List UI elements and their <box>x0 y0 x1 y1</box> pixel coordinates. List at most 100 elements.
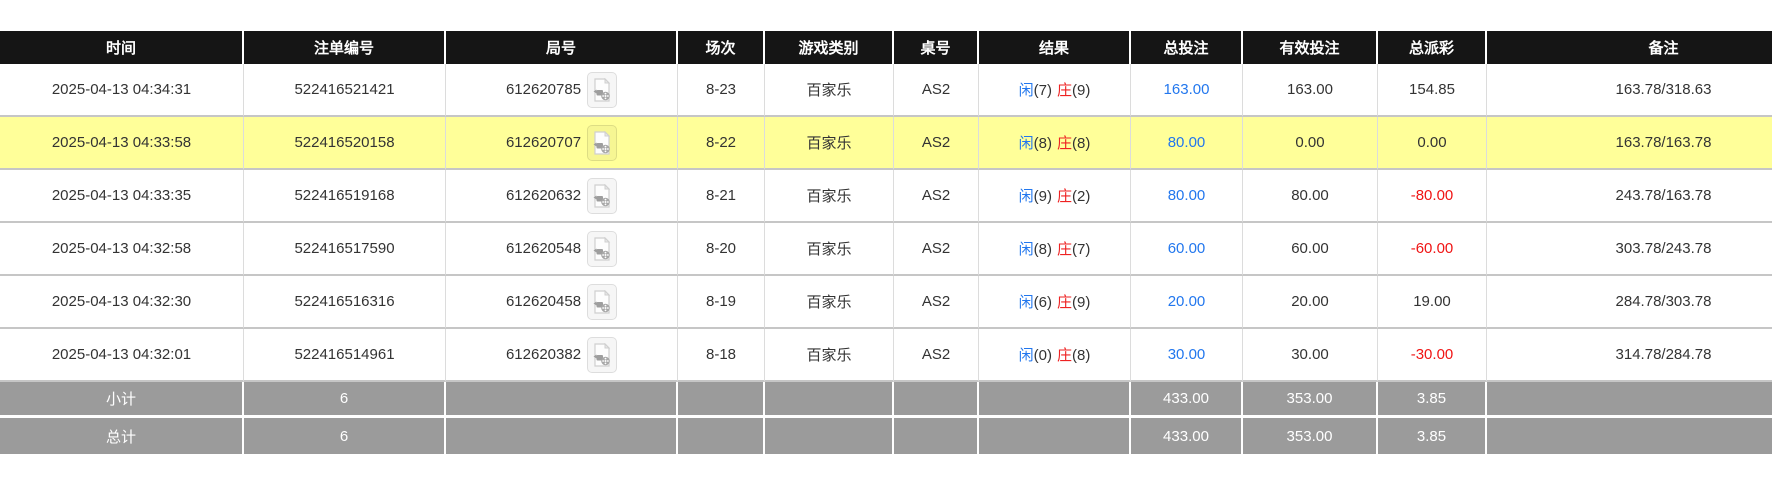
video-replay-button[interactable] <box>587 177 618 214</box>
column-header-table_no: 桌号 <box>894 31 979 64</box>
cell-total-payout: -30.00 <box>1378 329 1487 382</box>
column-header-valid_bet: 有效投注 <box>1243 31 1378 64</box>
cell-round: 612620382 <box>446 329 678 382</box>
summary-empty-remark <box>1487 382 1772 418</box>
video-replay-button[interactable] <box>587 336 618 373</box>
column-header-total_payout: 总派彩 <box>1378 31 1487 64</box>
cell-game-type: 百家乐 <box>765 64 894 117</box>
summary-total-payout: 3.85 <box>1378 418 1487 454</box>
result-banker-points: (2) <box>1072 188 1091 205</box>
summary-label: 小计 <box>0 382 244 418</box>
cell-session: 8-20 <box>678 223 765 276</box>
table-row: 2025-04-13 04:34:31 522416521421 6126207… <box>0 64 1772 117</box>
summary-valid-bet: 353.00 <box>1243 418 1378 454</box>
cell-total-bet: 60.00 <box>1131 223 1243 276</box>
result-banker-points: (8) <box>1072 135 1091 152</box>
video-replay-button[interactable] <box>587 283 618 320</box>
header-row: 时间 注单编号 局号 场次 游戏类别 桌号 结果 总投注 有效投注 总派彩 备注 <box>0 31 1772 64</box>
video-replay-icon <box>593 77 611 102</box>
video-replay-button[interactable] <box>587 71 618 108</box>
cell-valid-bet: 163.00 <box>1243 64 1378 117</box>
round-number: 612620707 <box>505 134 582 151</box>
cell-bet-id: 522416514961 <box>244 329 446 382</box>
cell-time: 2025-04-13 04:32:01 <box>0 329 244 382</box>
summary-row: 小计 6 433.00 353.00 3.85 <box>0 382 1772 418</box>
column-header-game_type: 游戏类别 <box>765 31 894 64</box>
table-body: 2025-04-13 04:34:31 522416521421 6126207… <box>0 64 1772 382</box>
summary-label: 总计 <box>0 418 244 454</box>
cell-remark: 163.78/318.63 <box>1487 64 1772 117</box>
cell-round: 612620632 <box>446 170 678 223</box>
summary-total-bet: 433.00 <box>1131 382 1243 418</box>
video-replay-button[interactable] <box>587 124 618 161</box>
summary-empty-result <box>979 418 1131 454</box>
cell-total-payout: -60.00 <box>1378 223 1487 276</box>
cell-game-type: 百家乐 <box>765 223 894 276</box>
result-banker-points: (9) <box>1072 294 1091 311</box>
table-row: 2025-04-13 04:32:01 522416514961 6126203… <box>0 329 1772 382</box>
summary-empty-table <box>894 382 979 418</box>
summary-empty-game <box>765 418 894 454</box>
cell-result: 闲(8) 庄(7) <box>979 223 1131 276</box>
cell-remark: 243.78/163.78 <box>1487 170 1772 223</box>
cell-result: 闲(9) 庄(2) <box>979 170 1131 223</box>
result-player-points: (6) <box>1033 294 1052 311</box>
cell-bet-id: 522416517590 <box>244 223 446 276</box>
result-banker-label: 庄 <box>1057 347 1073 364</box>
column-header-session: 场次 <box>678 31 765 64</box>
cell-total-bet: 30.00 <box>1131 329 1243 382</box>
result-banker-label: 庄 <box>1057 135 1073 152</box>
video-replay-icon <box>593 289 611 314</box>
result-player-label: 闲 <box>1018 135 1034 152</box>
cell-remark: 314.78/284.78 <box>1487 329 1772 382</box>
result-player-points: (8) <box>1033 241 1052 258</box>
summary-count: 6 <box>244 418 446 454</box>
result-banker-label: 庄 <box>1057 294 1073 311</box>
cell-time: 2025-04-13 04:33:58 <box>0 117 244 170</box>
cell-remark: 163.78/163.78 <box>1487 117 1772 170</box>
summary-empty-session <box>678 418 765 454</box>
result-player-label: 闲 <box>1018 347 1034 364</box>
table-row: 2025-04-13 04:32:58 522416517590 6126205… <box>0 223 1772 276</box>
round-number: 612620632 <box>505 187 582 204</box>
cell-round: 612620548 <box>446 223 678 276</box>
summary-total-payout: 3.85 <box>1378 382 1487 418</box>
cell-game-type: 百家乐 <box>765 276 894 329</box>
column-header-result: 结果 <box>979 31 1131 64</box>
cell-table-no: AS2 <box>894 276 979 329</box>
cell-result: 闲(7) 庄(9) <box>979 64 1131 117</box>
round-number: 612620785 <box>505 81 582 98</box>
result-player-label: 闲 <box>1018 294 1034 311</box>
table-row: 2025-04-13 04:33:35 522416519168 6126206… <box>0 170 1772 223</box>
video-replay-icon <box>593 183 611 208</box>
cell-table-no: AS2 <box>894 64 979 117</box>
result-banker-points: (8) <box>1072 347 1091 364</box>
cell-session: 8-18 <box>678 329 765 382</box>
result-player-points: (7) <box>1033 82 1052 99</box>
cell-round: 612620785 <box>446 64 678 117</box>
result-banker-label: 庄 <box>1057 241 1073 258</box>
result-player-label: 闲 <box>1018 241 1034 258</box>
column-header-remark: 备注 <box>1487 31 1772 64</box>
video-replay-icon <box>593 236 611 261</box>
cell-table-no: AS2 <box>894 329 979 382</box>
summary-empty-game <box>765 382 894 418</box>
result-banker-points: (9) <box>1072 82 1091 99</box>
cell-session: 8-21 <box>678 170 765 223</box>
cell-total-bet: 20.00 <box>1131 276 1243 329</box>
cell-remark: 303.78/243.78 <box>1487 223 1772 276</box>
cell-bet-id: 522416520158 <box>244 117 446 170</box>
cell-time: 2025-04-13 04:32:30 <box>0 276 244 329</box>
result-player-label: 闲 <box>1018 82 1034 99</box>
video-replay-button[interactable] <box>587 230 618 267</box>
cell-total-payout: 19.00 <box>1378 276 1487 329</box>
table-footer: 小计 6 433.00 353.00 3.85 总计 6 433.00 353.… <box>0 382 1772 454</box>
cell-time: 2025-04-13 04:32:58 <box>0 223 244 276</box>
result-player-label: 闲 <box>1018 188 1034 205</box>
cell-result: 闲(8) 庄(8) <box>979 117 1131 170</box>
round-number: 612620548 <box>505 240 582 257</box>
summary-empty-session <box>678 382 765 418</box>
cell-result: 闲(6) 庄(9) <box>979 276 1131 329</box>
cell-result: 闲(0) 庄(8) <box>979 329 1131 382</box>
summary-empty-table <box>894 418 979 454</box>
